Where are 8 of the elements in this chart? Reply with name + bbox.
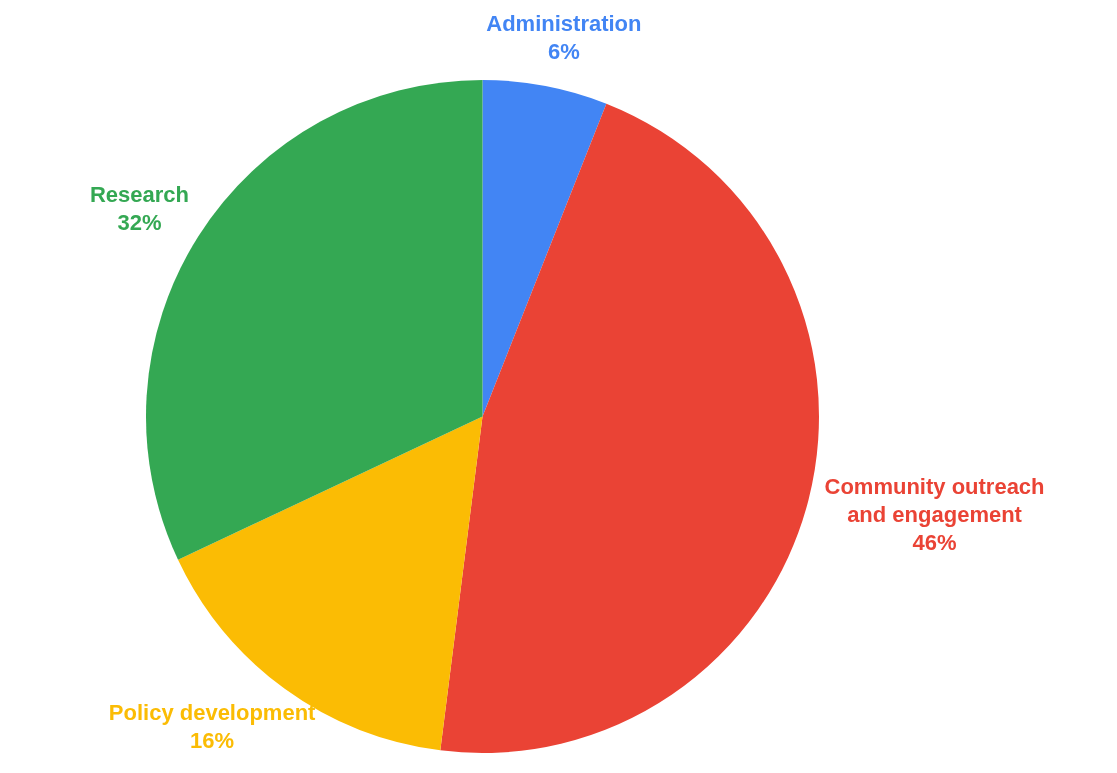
- slice-label: Research: [89, 182, 190, 208]
- data-label: 46%: [912, 529, 957, 555]
- data-label: 32%: [117, 210, 162, 236]
- slice-label: Community outreach and engagement: [824, 473, 1045, 527]
- data-label: 16%: [190, 727, 235, 753]
- data-label: 6%: [547, 38, 580, 64]
- slice-label: Administration: [486, 10, 642, 36]
- slice-label: Policy development: [108, 699, 317, 725]
